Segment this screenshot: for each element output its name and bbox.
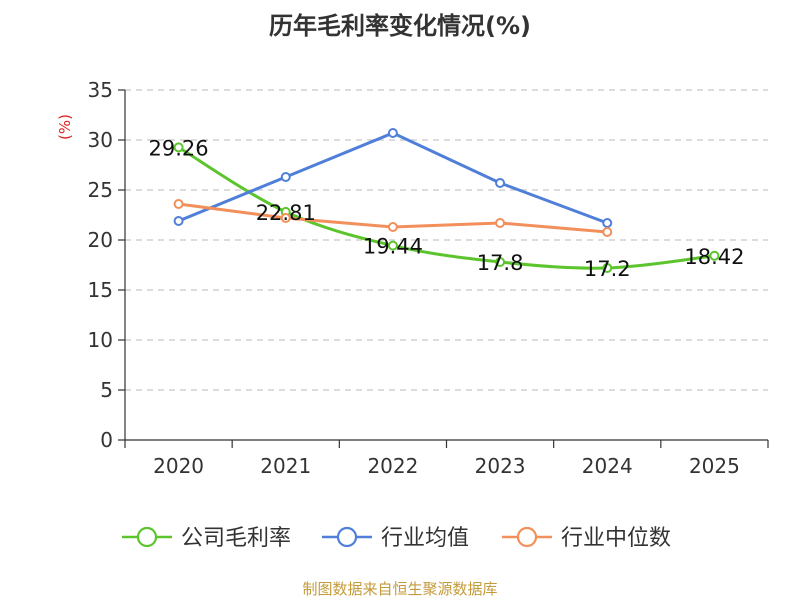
legend-label-0: 公司毛利率 <box>181 526 291 551</box>
series-0-point-2023 <box>495 257 506 267</box>
y-axis-unit-label: (%) <box>56 114 74 140</box>
chart-title: 历年毛利率变化情况(%) <box>269 12 531 40</box>
x-tick-label-2022: 2022 <box>367 454 418 478</box>
series-1-point-2024 <box>602 218 613 228</box>
y-tick-label-5: 5 <box>100 378 113 402</box>
y-tick-label-30: 30 <box>88 128 113 152</box>
y-tick-label-15: 15 <box>88 278 113 302</box>
x-tick-label-2021: 2021 <box>260 454 311 478</box>
x-tick-label-2024: 2024 <box>582 454 633 478</box>
grid-layer <box>125 89 768 391</box>
series-line-0 <box>177 146 715 270</box>
x-tick-label-2025: 2025 <box>689 454 740 478</box>
legend-label-2: 行业中位数 <box>561 526 671 551</box>
series-0-point-2025 <box>709 250 720 261</box>
source-note: 制图数据来自恒生聚源数据库 <box>302 580 498 598</box>
data-label-layer: 29.26 22.81 19.44 17.8 17.2 18.42 <box>149 136 745 281</box>
legend: 公司毛利率 行业均值 行业中位数 <box>122 526 671 551</box>
data-label-2025: 18.42 <box>684 245 744 269</box>
legend-marker-1 <box>336 526 358 548</box>
series-layer <box>173 128 720 273</box>
x-tick-label-2020: 2020 <box>153 454 204 478</box>
legend-label-1: 行业均值 <box>381 526 469 551</box>
y-tick-label-20: 20 <box>88 228 113 252</box>
series-1-point-2021 <box>280 172 291 182</box>
series-line-1 <box>178 131 608 225</box>
data-label-2023: 17.8 <box>477 251 524 275</box>
y-tick-label-35: 35 <box>88 78 113 102</box>
series-2-point-2022 <box>387 222 398 232</box>
series-1-point-2022 <box>387 128 398 138</box>
series-2-point-2020 <box>173 199 184 209</box>
data-label-2024: 17.2 <box>584 257 631 281</box>
data-label-2021: 22.81 <box>256 201 316 225</box>
series-0-point-2020 <box>173 142 184 153</box>
y-tick-label-25: 25 <box>88 178 113 202</box>
legend-marker-0 <box>136 526 158 548</box>
series-2-point-2021 <box>280 213 291 223</box>
y-tick-label-0: 0 <box>100 428 113 452</box>
series-2-point-2024 <box>602 227 613 237</box>
series-0-point-2022 <box>387 240 398 251</box>
data-label-2020: 29.26 <box>149 136 209 160</box>
series-2-point-2023 <box>495 218 506 228</box>
y-tick-label-10: 10 <box>88 328 113 352</box>
data-label-2022: 19.44 <box>363 235 423 259</box>
legend-marker-2 <box>516 526 538 548</box>
x-tick-label-2023: 2023 <box>475 454 526 478</box>
series-1-point-2023 <box>495 178 506 188</box>
series-0-point-2024 <box>602 263 613 273</box>
series-1-point-2020 <box>173 216 184 226</box>
